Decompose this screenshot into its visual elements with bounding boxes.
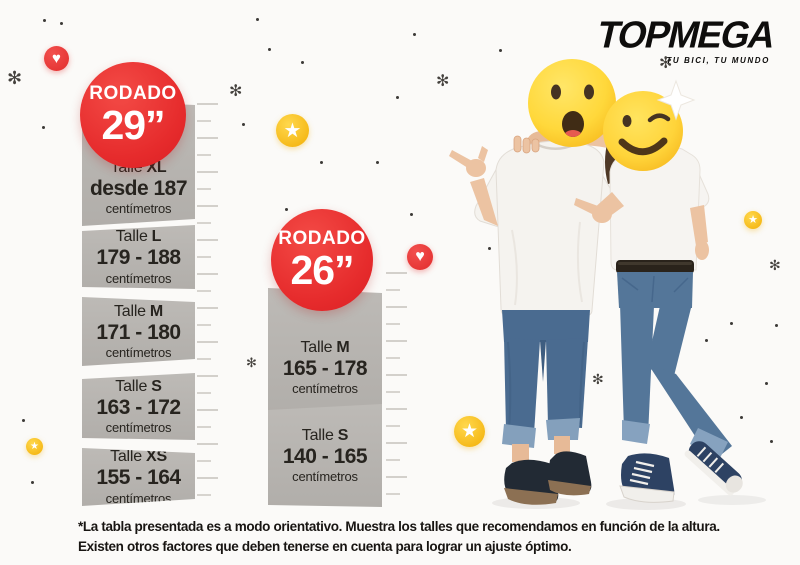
- talle-value: S: [151, 377, 162, 395]
- brand-logo: TOPMEGA TU BICI, TU MUNDO: [593, 14, 779, 65]
- unit-label: centímetros: [105, 345, 172, 361]
- dot: [499, 49, 502, 52]
- heart-badge-icon: ♥: [407, 244, 433, 270]
- talle-label: Talle: [110, 448, 142, 466]
- unit-label: centímetros: [105, 420, 172, 436]
- unit-label: centímetros: [105, 270, 172, 286]
- dot: [376, 161, 379, 164]
- disclaimer-line-1: *La tabla presentada es a modo orientati…: [78, 519, 720, 534]
- height-range: desde 187: [89, 176, 188, 200]
- wheel-label: RODADO: [89, 83, 177, 104]
- talle-value: XS: [145, 448, 167, 466]
- height-range: 155 - 164: [96, 466, 181, 490]
- dot: [396, 96, 399, 99]
- wheel-badge-26: RODADO 26”: [271, 209, 373, 311]
- size-column-26: Talle M 165 - 178 centímetros Talle S 140 …: [268, 288, 382, 507]
- asterisk-icon: ✻: [246, 356, 257, 371]
- unit-label: centímetros: [292, 381, 358, 396]
- dot: [413, 33, 416, 36]
- asterisk-icon: ✻: [7, 68, 23, 89]
- asterisk-icon: ✻: [592, 372, 604, 388]
- sparkle-icon: [656, 79, 696, 121]
- disclaimer-text: *La tabla presentada es a modo orientati…: [78, 517, 720, 556]
- asterisk-icon: ✻: [769, 258, 781, 274]
- dot: [488, 247, 491, 250]
- person-left: [449, 140, 613, 505]
- dot: [43, 19, 46, 22]
- talle-value: M: [149, 302, 164, 320]
- dot: [285, 208, 288, 211]
- asterisk-icon: ✻: [229, 81, 243, 100]
- star-badge-icon: ★: [26, 438, 43, 455]
- dot: [60, 22, 63, 25]
- size-row-29-s: Talle S 163 - 172 centímetros: [82, 373, 195, 440]
- disclaimer-line-2: Existen otros factores que deben tenerse…: [78, 538, 572, 554]
- dot: [242, 123, 245, 126]
- dot: [42, 126, 45, 129]
- talle-label: Talle: [115, 377, 148, 395]
- dot: [301, 61, 304, 64]
- heart-badge-icon: ♥: [44, 46, 69, 71]
- wheel-size: 29”: [101, 102, 165, 148]
- size-row-29-l: Talle L 179 - 188 centímetros: [82, 225, 195, 289]
- asterisk-icon: ✻: [659, 53, 673, 72]
- brand-tagline: TU BICI, TU MUNDO: [666, 56, 770, 65]
- person-right: [574, 145, 743, 503]
- unit-label: centímetros: [105, 490, 172, 506]
- talle-value: L: [151, 228, 162, 246]
- ruler-ticks-29: [197, 103, 219, 507]
- star-badge-icon: ★: [276, 114, 309, 147]
- talle-label: Talle: [300, 338, 333, 356]
- wheel-label: RODADO: [278, 228, 366, 249]
- dot: [320, 161, 323, 164]
- dot: [730, 322, 733, 325]
- unit-label: centímetros: [105, 201, 172, 216]
- dot: [775, 324, 778, 327]
- star-badge-icon: ★: [744, 211, 762, 229]
- talle-label: Talle: [115, 228, 148, 246]
- size-row-26-s: Talle S 140 - 165 centímetros: [268, 404, 382, 507]
- height-range: 179 - 188: [96, 246, 181, 270]
- dot: [770, 440, 773, 443]
- wheel-badge-29: RODADO 29”: [80, 62, 186, 168]
- size-row-29-xs: Talle XS 155 - 164 centímetros: [82, 448, 195, 506]
- dot: [410, 213, 413, 216]
- talle-value: M: [336, 338, 350, 356]
- ruler-ticks-26: [386, 272, 408, 508]
- couple-photo: [449, 59, 766, 510]
- talle-label: Talle: [113, 302, 146, 320]
- star-badge-icon: ★: [454, 416, 485, 447]
- wheel-size: 26”: [290, 247, 354, 293]
- brand-name: TOPMEGA: [593, 13, 779, 56]
- height-range: 165 - 178: [282, 356, 368, 380]
- height-range: 140 - 165: [282, 444, 368, 468]
- dot: [705, 339, 708, 342]
- dot: [740, 416, 743, 419]
- talle-value: S: [337, 426, 349, 444]
- asterisk-icon: ✻: [436, 71, 450, 90]
- dot: [22, 419, 25, 422]
- size-row-29-m: Talle M 171 - 180 centímetros: [82, 297, 195, 366]
- dot: [765, 382, 768, 385]
- dot: [256, 18, 259, 21]
- wink-emoji-face: [603, 91, 683, 171]
- dot: [31, 481, 34, 484]
- surprised-emoji-face: [528, 59, 616, 147]
- height-range: 171 - 180: [96, 320, 181, 344]
- unit-label: centímetros: [292, 469, 358, 485]
- dot: [268, 48, 271, 51]
- height-range: 163 - 172: [96, 395, 181, 419]
- talle-label: Talle: [301, 426, 334, 444]
